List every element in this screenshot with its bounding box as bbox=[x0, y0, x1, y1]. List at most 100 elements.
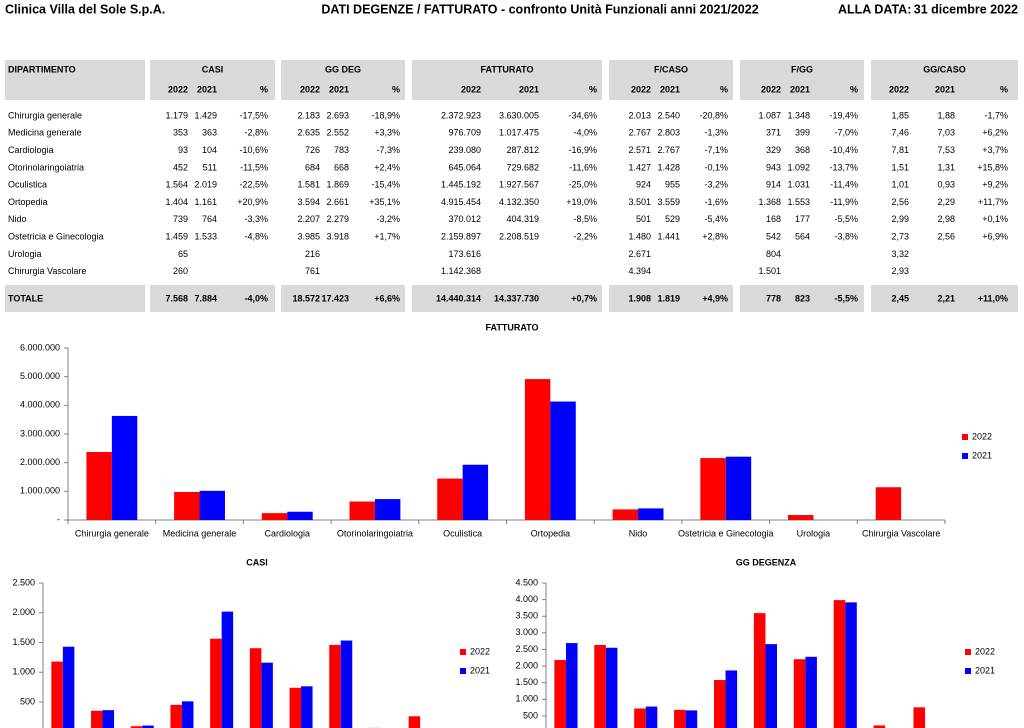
cell: 955 bbox=[665, 180, 680, 190]
cell: 18.572 bbox=[292, 293, 320, 303]
bar bbox=[550, 401, 576, 520]
cell: 2,98 bbox=[937, 214, 955, 224]
cell: -7,3% bbox=[376, 145, 400, 155]
bar bbox=[674, 709, 686, 728]
y-tick-label: 4.000 bbox=[515, 594, 538, 604]
bar bbox=[91, 710, 103, 728]
sub-header: 2022 bbox=[889, 84, 909, 94]
cell: 1.581 bbox=[297, 180, 320, 190]
cell: 4.915.454 bbox=[441, 197, 481, 207]
cell: 564 bbox=[795, 231, 810, 241]
cell: +3,3% bbox=[374, 128, 400, 138]
cell: +35,1% bbox=[369, 197, 400, 207]
cell: 173.616 bbox=[448, 249, 481, 259]
cell: 3.918 bbox=[326, 231, 349, 241]
cell: 363 bbox=[202, 128, 217, 138]
row-label: Medicina generale bbox=[8, 128, 82, 138]
cell: 2,93 bbox=[891, 266, 909, 276]
cell: 2.019 bbox=[194, 180, 217, 190]
sub-header: 2021 bbox=[790, 84, 810, 94]
bar bbox=[594, 645, 606, 728]
cell: -11,9% bbox=[830, 197, 858, 207]
header-band bbox=[412, 60, 602, 100]
cell: 726 bbox=[305, 145, 320, 155]
cell: 1.142.368 bbox=[441, 266, 481, 276]
bar bbox=[437, 478, 463, 520]
bar bbox=[638, 508, 664, 520]
cell: 4.394 bbox=[628, 266, 651, 276]
cell: 1.869 bbox=[326, 180, 349, 190]
cell: +20,9% bbox=[237, 197, 268, 207]
group-header: FATTURATO bbox=[481, 64, 534, 74]
legend-label: 2022 bbox=[470, 646, 490, 656]
cell: 1.927.567 bbox=[499, 180, 539, 190]
cell: 2.767 bbox=[628, 128, 651, 138]
bar bbox=[685, 710, 698, 728]
cell: 1.427 bbox=[628, 162, 651, 172]
bar bbox=[833, 600, 846, 728]
sub-header: % bbox=[1000, 84, 1008, 94]
cell: -0,1% bbox=[704, 162, 728, 172]
cell: -3,2% bbox=[376, 214, 400, 224]
cell: 1.031 bbox=[787, 180, 810, 190]
total-band bbox=[609, 285, 733, 312]
sub-header: 2022 bbox=[761, 84, 781, 94]
cell: 7,03 bbox=[937, 128, 955, 138]
x-tick-label: Chirurgia Vascolare bbox=[862, 528, 940, 538]
cell: +2,4% bbox=[374, 162, 400, 172]
cell: 93 bbox=[178, 145, 188, 155]
cell: -18,9% bbox=[371, 110, 400, 120]
group-header: DIPARTIMENTO bbox=[8, 64, 76, 74]
cell: -34,6% bbox=[568, 110, 597, 120]
cell: 2.635 bbox=[297, 128, 320, 138]
report-title: DATI DEGENZE / FATTURATO - confronto Uni… bbox=[321, 2, 758, 16]
cell: 1.480 bbox=[628, 231, 651, 241]
cell: 729.682 bbox=[506, 162, 539, 172]
group-header: F/CASO bbox=[654, 64, 688, 74]
y-tick-label: 4.000.000 bbox=[20, 400, 60, 410]
cell: 2.207 bbox=[297, 214, 320, 224]
bar bbox=[329, 644, 341, 728]
y-tick-label: 6.000.000 bbox=[20, 342, 60, 352]
legend-label: 2021 bbox=[975, 665, 995, 675]
cell: -2,2% bbox=[573, 231, 597, 241]
row-label: TOTALE bbox=[8, 293, 43, 303]
group-header: GG DEG bbox=[325, 64, 361, 74]
cell: -20,8% bbox=[699, 110, 728, 120]
cell: 1,88 bbox=[937, 110, 955, 120]
y-tick-label: 1.000 bbox=[12, 667, 35, 677]
cell: 2,56 bbox=[891, 197, 909, 207]
cell: 2.693 bbox=[326, 110, 349, 120]
row-label: Oculistica bbox=[8, 180, 47, 190]
y-tick-label: 2.000 bbox=[12, 607, 35, 617]
cell: 3.985 bbox=[297, 231, 320, 241]
company: Clinica Villa del Sole S.p.A. bbox=[5, 2, 165, 16]
bar bbox=[210, 638, 222, 728]
cell: 104 bbox=[202, 145, 217, 155]
cell: 404.319 bbox=[506, 214, 539, 224]
y-tick-label: 500 bbox=[523, 710, 538, 720]
bar bbox=[249, 648, 262, 728]
cell: 739 bbox=[173, 214, 188, 224]
row-label: Otorinolaringoiatria bbox=[8, 162, 84, 172]
row-label: Chirurgia Vascolare bbox=[8, 266, 86, 276]
cell: 1.445.192 bbox=[441, 180, 481, 190]
cell: 924 bbox=[636, 180, 651, 190]
cell: 370.012 bbox=[448, 214, 481, 224]
x-tick-label: Ortopedia bbox=[531, 528, 571, 538]
cell: 239.080 bbox=[448, 145, 481, 155]
y-tick-label: 3.500 bbox=[515, 611, 538, 621]
bar bbox=[261, 662, 273, 728]
row-label: Nido bbox=[8, 214, 27, 224]
header-band bbox=[150, 60, 275, 100]
bar bbox=[261, 513, 288, 520]
cell: 287.812 bbox=[506, 145, 539, 155]
bar bbox=[700, 458, 726, 520]
group-header: F/GG bbox=[791, 64, 813, 74]
y-tick-label: 1.000.000 bbox=[20, 486, 60, 496]
cell: 2.803 bbox=[657, 128, 680, 138]
cell: 7,53 bbox=[937, 145, 955, 155]
x-tick-label: Cardiologia bbox=[264, 528, 310, 538]
cell: 2.571 bbox=[628, 145, 651, 155]
